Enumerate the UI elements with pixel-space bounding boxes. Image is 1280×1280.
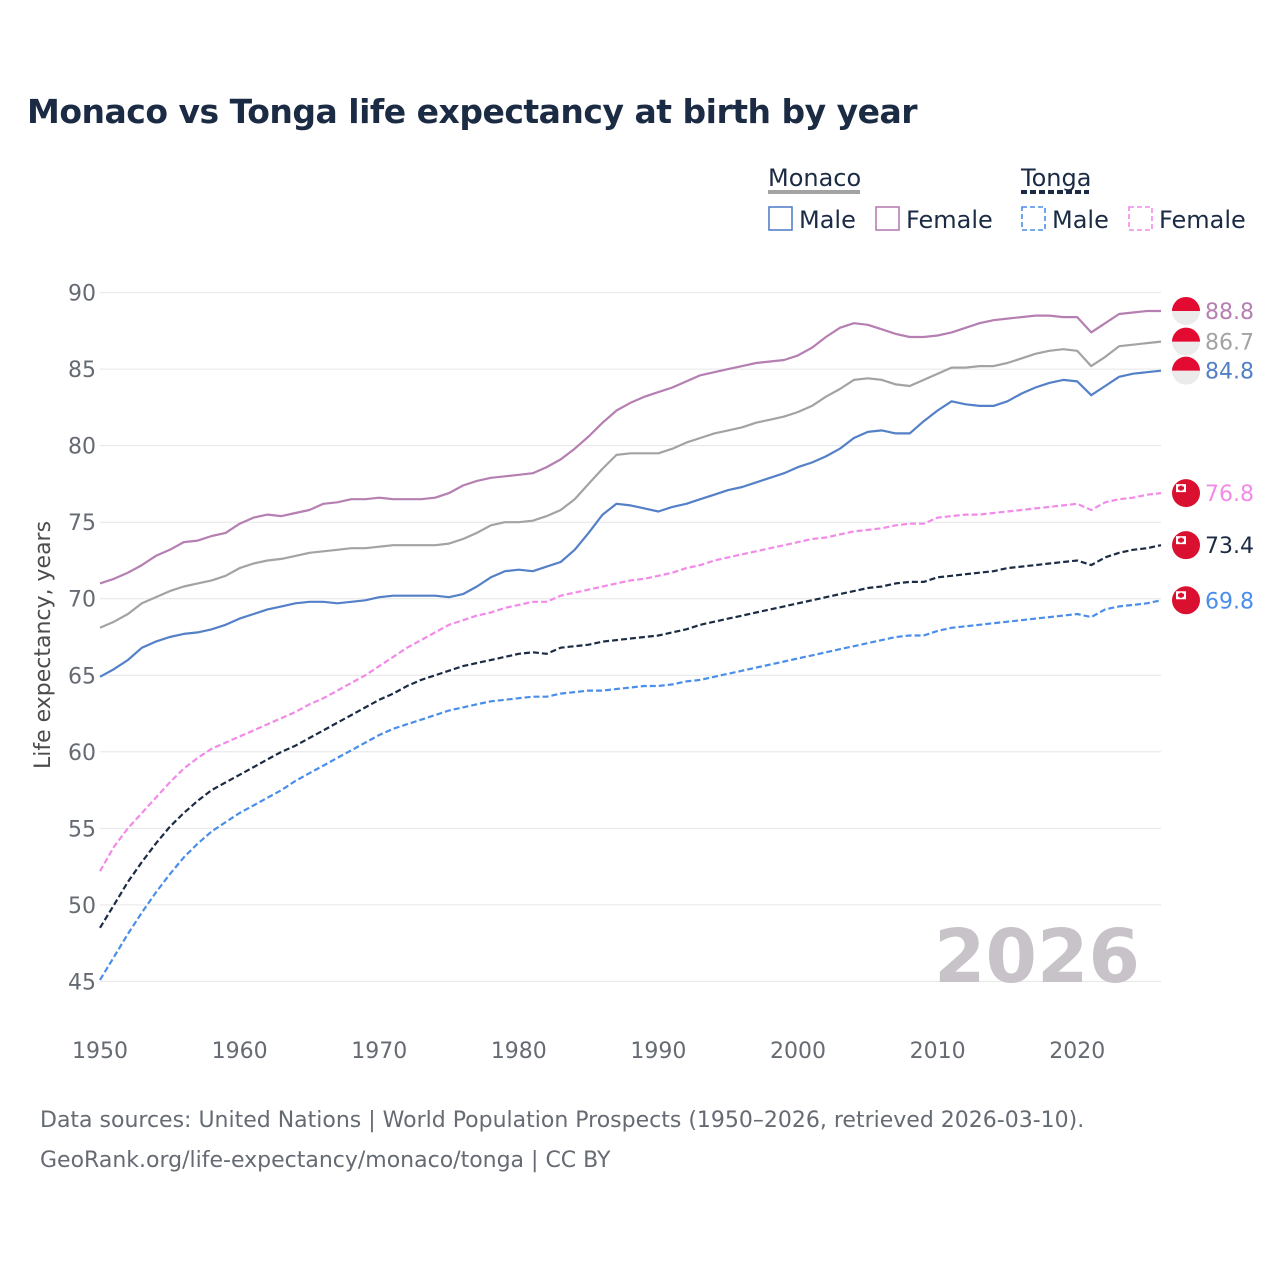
y-tick-label: 80 <box>68 435 96 460</box>
y-tick-label: 45 <box>68 970 96 995</box>
series-line-monaco-female <box>99 309 1161 585</box>
monaco-flag-red-half <box>1172 356 1200 371</box>
monaco-flag-red-half <box>1172 327 1200 342</box>
legend-group-monaco: Monaco <box>768 164 861 192</box>
legend-label-monaco-female: Female <box>906 206 993 234</box>
legend-label-tonga-male: Male <box>1052 206 1109 234</box>
tonga-flag-cross-h <box>1178 593 1184 597</box>
series-line-monaco-male <box>99 369 1162 678</box>
x-tick-label: 2020 <box>1049 1039 1105 1064</box>
y-tick-label: 90 <box>68 282 96 307</box>
end-value-label: 69.8 <box>1205 589 1254 614</box>
monaco-flag-red-half <box>1172 296 1200 311</box>
y-tick-label: 85 <box>68 358 96 383</box>
series-line-tonga-male <box>99 599 1162 981</box>
source-line-2: GeoRank.org/life-expectancy/monaco/tonga… <box>40 1148 611 1173</box>
source-line-1: Data sources: United Nations | World Pop… <box>40 1108 1085 1133</box>
y-axis-label: Life expectancy, years <box>31 521 56 769</box>
end-value-label: 73.4 <box>1205 534 1254 559</box>
y-tick-label: 60 <box>68 741 96 766</box>
x-tick-label: 1970 <box>351 1039 407 1064</box>
y-tick-label: 70 <box>68 588 96 613</box>
x-tick-label: 1990 <box>630 1039 686 1064</box>
y-tick-label: 75 <box>68 511 96 536</box>
legend-swatch-monaco-male <box>768 206 793 231</box>
y-tick-label: 50 <box>68 894 96 919</box>
y-tick-label: 65 <box>68 664 96 689</box>
legend-swatch-monaco-female <box>875 206 900 231</box>
tonga-flag-icon <box>1172 479 1200 508</box>
series-line-tonga-female <box>99 492 1162 872</box>
legend-label-tonga-female: Female <box>1159 206 1246 234</box>
y-tick-label: 55 <box>68 817 96 842</box>
tonga-flag-icon <box>1172 586 1200 615</box>
legend-group-tonga: Tonga <box>1020 164 1091 192</box>
legend-label-monaco-male: Male <box>799 206 856 234</box>
chart-title: Monaco vs Tonga life expectancy at birth… <box>27 92 918 131</box>
end-value-label: 76.8 <box>1205 482 1254 507</box>
series-line-monaco-both-sexes <box>99 340 1162 629</box>
x-tick-label: 1960 <box>212 1039 268 1064</box>
end-value-label: 88.8 <box>1205 300 1254 325</box>
x-tick-label: 1950 <box>72 1039 128 1064</box>
tonga-flag-cross-h <box>1178 486 1184 490</box>
tonga-flag-cross-h <box>1178 538 1184 542</box>
end-value-label: 86.7 <box>1205 331 1254 356</box>
x-tick-label: 2000 <box>770 1039 826 1064</box>
year-watermark: 2026 <box>934 914 1140 1000</box>
series-line-tonga-both-sexes <box>99 544 1162 929</box>
legend-swatch-tonga-male <box>1021 206 1046 231</box>
x-tick-label: 1980 <box>491 1039 547 1064</box>
tonga-flag-icon <box>1172 531 1200 560</box>
x-tick-label: 2010 <box>910 1039 966 1064</box>
legend-swatch-tonga-female <box>1128 206 1153 231</box>
end-value-label: 84.8 <box>1205 360 1254 385</box>
